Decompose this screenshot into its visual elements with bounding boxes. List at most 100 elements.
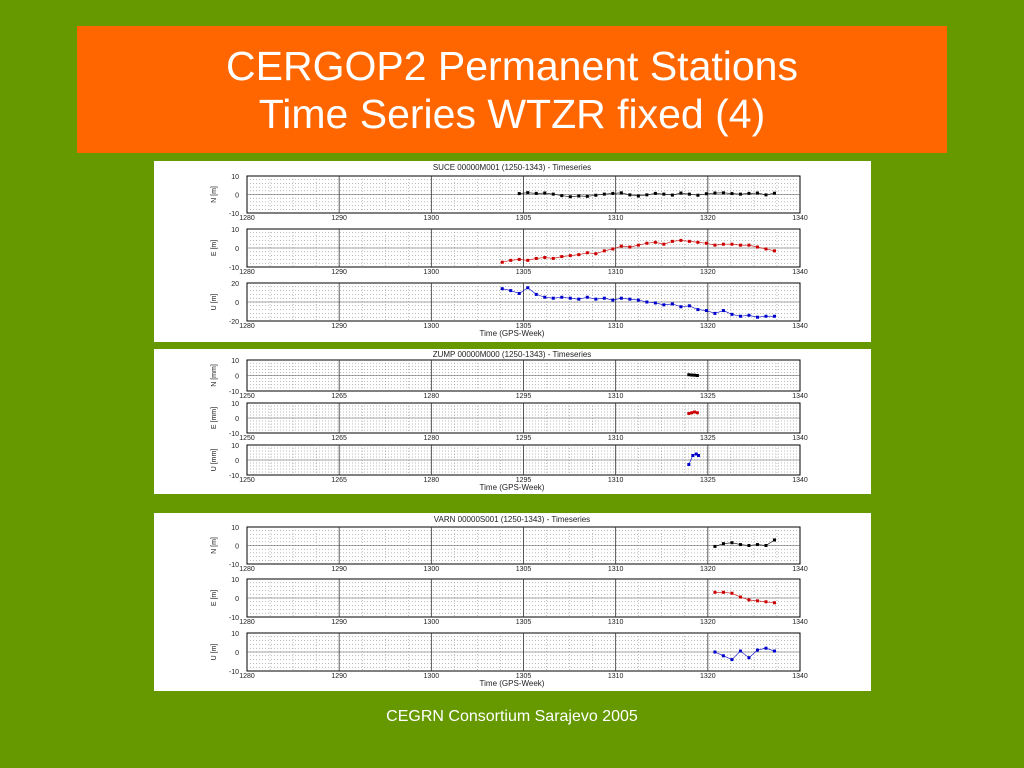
panel-1: 10 0 -10 E [mm] 1250 1265 1280 1295 1310 1325 1340	[211, 401, 808, 442]
x-axis-label: Time (GPS-Week)	[480, 483, 545, 492]
x-tick-label: 1340	[792, 673, 808, 680]
data-point	[662, 242, 666, 246]
data-point	[764, 544, 768, 547]
data-point	[679, 305, 683, 309]
x-tick-label: 1250	[239, 393, 255, 400]
data-point	[730, 242, 734, 246]
y-tick-label: 10	[231, 525, 239, 532]
data-point	[721, 542, 725, 546]
data-point	[687, 239, 691, 243]
data-point	[721, 309, 725, 313]
x-tick-label: 1280	[424, 477, 440, 484]
data-point	[755, 245, 759, 249]
timeseries-figure-1: SUCE 00000M001 (1250-1343) - Timeseries 1…	[154, 161, 871, 342]
timeseries-plot-1: SUCE 00000M001 (1250-1343) - Timeseries 1…	[211, 163, 808, 338]
x-tick-label: 1305	[516, 566, 532, 573]
data-point	[772, 191, 776, 195]
x-tick-label: 1325	[700, 435, 716, 442]
x-tick-label: 1310	[608, 215, 624, 222]
data-point	[690, 373, 694, 377]
y-tick-label: -10	[229, 265, 239, 272]
data-point	[534, 292, 538, 296]
data-point	[747, 191, 751, 195]
y-tick-label: -10	[229, 669, 239, 676]
y-axis-label: E [m]	[211, 590, 218, 606]
x-tick-label: 1250	[239, 477, 255, 484]
panel-0: 10 0 -10 N [mm] 1250 1265 1280 1295 1310 1325 1340	[211, 358, 808, 400]
y-axis-label: E [m]	[211, 240, 218, 256]
y-tick-label: 10	[231, 577, 239, 584]
x-tick-label: 1300	[424, 269, 440, 276]
x-tick-label: 1290	[331, 215, 347, 222]
timeseries-plot-3: VARN 00000S001 (1250-1343) - Timeseries1…	[211, 515, 808, 688]
x-tick-label: 1265	[331, 477, 347, 484]
x-tick-label: 1320	[700, 673, 716, 680]
data-point	[509, 258, 513, 262]
x-tick-label: 1340	[792, 215, 808, 222]
data-point	[560, 295, 564, 299]
data-point	[704, 309, 708, 313]
data-point	[636, 298, 640, 302]
y-tick-label: 10	[231, 227, 239, 234]
data-point	[738, 649, 742, 653]
data-point	[687, 192, 691, 196]
data-point	[730, 312, 734, 316]
x-tick-label: 1300	[424, 215, 440, 222]
x-tick-label: 1290	[331, 566, 347, 573]
x-tick-label: 1320	[700, 619, 716, 626]
data-point	[691, 454, 695, 457]
data-point	[543, 191, 547, 195]
y-tick-label: 10	[231, 443, 239, 450]
data-point	[738, 192, 742, 196]
x-tick-label: 1290	[331, 619, 347, 626]
x-tick-label: 1340	[792, 566, 808, 573]
data-point	[602, 249, 606, 253]
x-tick-label: 1320	[700, 566, 716, 573]
y-tick-label: 0	[235, 300, 239, 307]
data-point	[619, 191, 623, 195]
data-point	[543, 295, 547, 299]
data-point	[713, 650, 717, 654]
y-tick-label: -10	[229, 211, 239, 218]
data-point	[551, 296, 555, 300]
data-point	[772, 314, 776, 318]
data-point	[517, 192, 521, 196]
y-tick-label: 0	[235, 544, 239, 551]
data-point	[577, 253, 581, 257]
data-point	[594, 193, 598, 197]
data-point	[747, 656, 751, 660]
data-point	[594, 252, 598, 256]
x-tick-label: 1310	[608, 477, 624, 484]
x-tick-label: 1280	[239, 215, 255, 222]
data-point	[628, 245, 632, 249]
data-point	[713, 191, 717, 195]
data-point	[687, 373, 691, 377]
data-point	[670, 193, 674, 197]
data-point	[653, 301, 657, 305]
data-point	[695, 411, 699, 415]
x-tick-label: 1320	[700, 215, 716, 222]
data-point	[713, 544, 717, 548]
y-tick-label: -10	[229, 615, 239, 622]
x-tick-label: 1305	[516, 269, 532, 276]
y-tick-label: -10	[229, 389, 239, 396]
y-axis-label: N [mm]	[211, 364, 218, 387]
x-tick-label: 1310	[608, 435, 624, 442]
data-point	[687, 412, 691, 415]
data-point	[526, 258, 530, 262]
x-tick-label: 1310	[608, 673, 624, 680]
data-point	[645, 241, 649, 245]
data-point	[534, 191, 538, 195]
data-point	[636, 194, 640, 198]
slide-title-line1: CERGOP2 Permanent Stations	[226, 42, 798, 89]
data-point	[628, 297, 632, 301]
data-point	[611, 247, 615, 251]
data-point	[772, 249, 776, 253]
x-tick-label: 1280	[239, 566, 255, 573]
data-point	[662, 303, 666, 307]
y-axis-label: U [m]	[211, 294, 218, 311]
data-point	[611, 191, 615, 195]
data-point	[747, 243, 751, 247]
data-point	[500, 287, 504, 291]
x-tick-label: 1280	[239, 619, 255, 626]
